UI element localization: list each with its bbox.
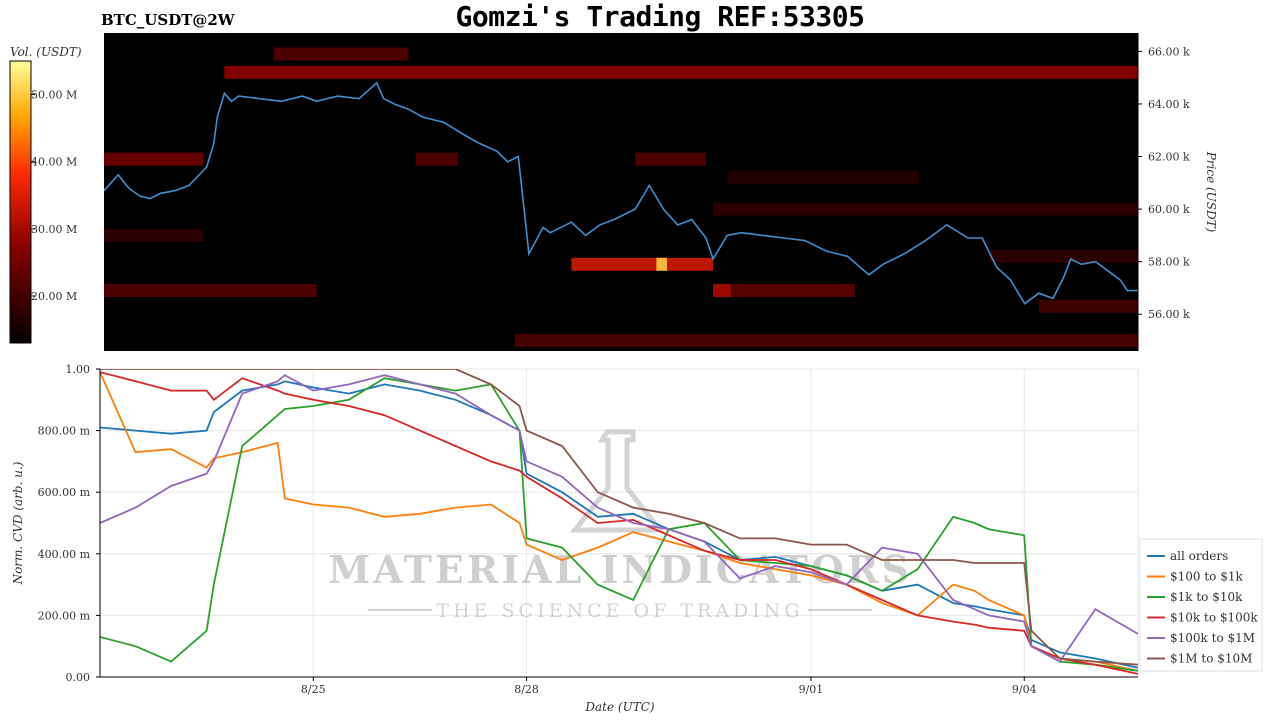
colorbar: Vol. (USDT) 50.00 M 40.00 M 30.00 M 20.00 M	[9, 45, 82, 344]
colorbar-tick-label: 20.00 M	[31, 290, 77, 303]
cvd-y-tick-label: 800.00 m	[38, 425, 91, 438]
heatmap-band	[713, 284, 731, 298]
symbol-label: BTC_USDT@2W	[101, 11, 235, 29]
date-tick-label: 8/28	[514, 683, 539, 696]
cvd-series-line	[100, 374, 1138, 663]
colorbar-label: Vol. (USDT)	[10, 45, 82, 59]
heatmap-band	[514, 333, 1138, 347]
cvd-y-tick-label: 0.00	[66, 671, 91, 684]
heatmap-band	[656, 257, 668, 271]
colorbar-gradient	[9, 60, 32, 344]
date-tick-label: 9/04	[1012, 683, 1037, 696]
cvd-series-line	[100, 377, 1138, 672]
price-tick-label: 64.00 k	[1148, 98, 1190, 111]
watermark-subtitle: THE SCIENCE OF TRADING	[436, 600, 803, 622]
legend-item-label: $1M to $10M	[1170, 652, 1252, 666]
heatmap-band	[635, 152, 706, 166]
heatmap-band	[104, 228, 204, 242]
legend-item-label: $100k to $1M	[1170, 631, 1255, 645]
heatmap-band	[713, 202, 1138, 216]
colorbar-tick-label: 50.00 M	[31, 89, 77, 102]
page-title: Gomzi's Trading REF:53305	[455, 0, 865, 33]
cvd-y-tick-label: 600.00 m	[38, 486, 91, 499]
price-axis-label: Price (USDT)	[1204, 151, 1218, 233]
flask-icon	[569, 429, 666, 533]
date-tick-label: 8/25	[301, 683, 326, 696]
cvd-panel: MATERIAL INDICATORS THE SCIENCE OF TRADI…	[11, 363, 1139, 714]
heatmap-background	[104, 33, 1138, 351]
cvd-y-tick-label: 200.00 m	[38, 609, 91, 622]
cvd-series-line	[100, 371, 1138, 675]
heatmap-band	[727, 171, 919, 185]
heatmap-band	[713, 284, 855, 298]
cvd-y-tick-label: 1.00	[66, 363, 91, 376]
legend-item-label: $100 to $1k	[1170, 570, 1243, 584]
heatmap-band	[989, 249, 1138, 263]
cvd-y-tick-label: 400.00 m	[38, 548, 91, 561]
legend-item-label: $10k to $100k	[1170, 611, 1258, 625]
price-tick-label: 66.00 k	[1148, 45, 1190, 58]
date-axis-label: Date (UTC)	[584, 700, 654, 714]
price-tick-label: 58.00 k	[1148, 256, 1190, 269]
date-tick-label: 9/01	[799, 683, 824, 696]
colorbar-tick-label: 30.00 M	[31, 223, 77, 236]
price-tick-label: 62.00 k	[1148, 151, 1190, 164]
heatmap-band	[104, 284, 317, 298]
heatmap-band	[571, 257, 714, 271]
heatmap-band	[1038, 299, 1138, 313]
legend: all orders $100 to $1k $1k to $10k $10k to …	[1139, 538, 1263, 672]
heatmap-band	[415, 152, 459, 166]
price-tick-label: 60.00 k	[1148, 203, 1190, 216]
heatmap-band	[273, 47, 409, 61]
cvd-series-line	[100, 369, 1138, 666]
heatmap-panel: 66.00 k 64.00 k 62.00 k 60.00 k 58.00 k 56.00…	[104, 33, 1218, 351]
legend-item-label: $1k to $10k	[1170, 590, 1243, 604]
heatmap-band	[104, 152, 204, 166]
legend-item-label: all orders	[1170, 549, 1228, 563]
cvd-series-line	[100, 371, 1138, 672]
cvd-axis-label: Norm. CVD (arb. u.)	[11, 461, 25, 585]
heatmap-band	[224, 65, 1138, 79]
price-tick-label: 56.00 k	[1148, 308, 1190, 321]
colorbar-tick-label: 40.00 M	[31, 156, 77, 169]
cvd-plot-area	[99, 368, 1139, 678]
price-series-line	[104, 81, 1138, 305]
